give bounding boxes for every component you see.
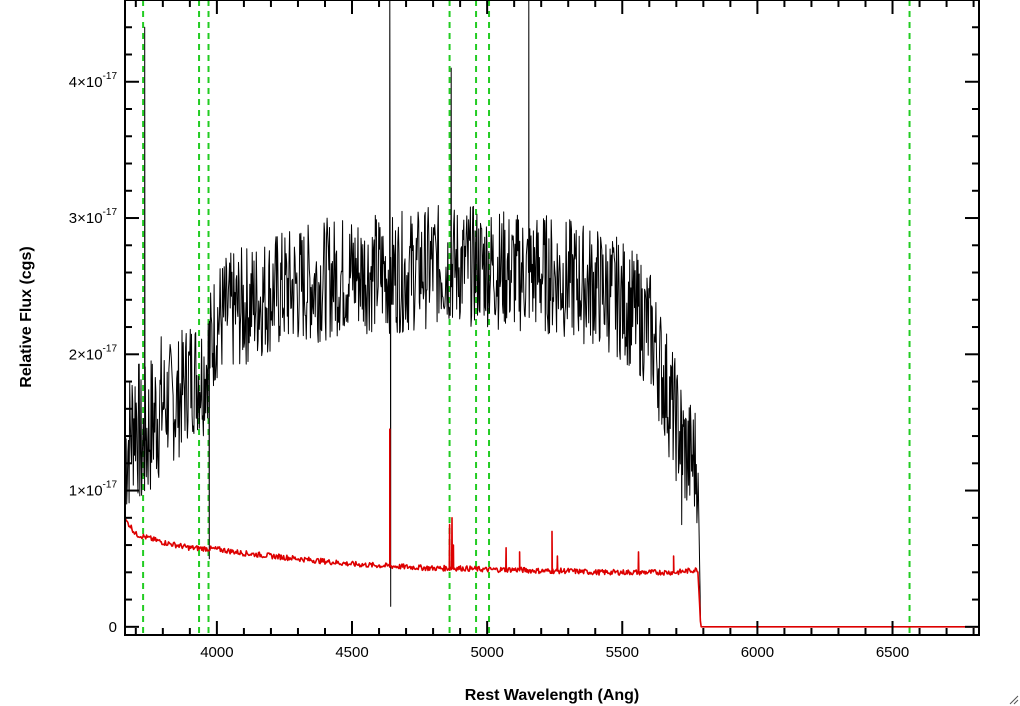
y-tick-label: 3×10-17 — [69, 207, 118, 227]
x-tick-label: 5500 — [606, 644, 639, 661]
resize-grip-icon[interactable] — [1009, 695, 1019, 705]
x-tick-label: 5000 — [470, 644, 503, 661]
x-tick-label: 6000 — [741, 644, 774, 661]
plot-frame — [124, 0, 980, 636]
x-axis-label: Rest Wavelength (Ang) — [465, 687, 640, 704]
y-axis-label: Relative Flux (cgs) — [18, 246, 35, 387]
x-tick-label: 4000 — [200, 644, 233, 661]
y-tick-label: 2×10-17 — [69, 343, 118, 363]
y-tick-label: 1×10-17 — [69, 480, 118, 500]
x-tick-label: 4500 — [335, 644, 368, 661]
axis-ticks: 4000 4500 5000 5500 6000 6500 0 1×10-17 2×10-17 3… — [69, 0, 979, 661]
y-tick-label: 4×10-17 — [69, 71, 118, 91]
x-tick-label: 6500 — [876, 644, 909, 661]
spectrum-error-line — [125, 428, 979, 628]
y-tick-label: 0 — [109, 619, 117, 636]
spectrum-flux-line — [125, 0, 701, 618]
plot-content — [125, 0, 979, 635]
